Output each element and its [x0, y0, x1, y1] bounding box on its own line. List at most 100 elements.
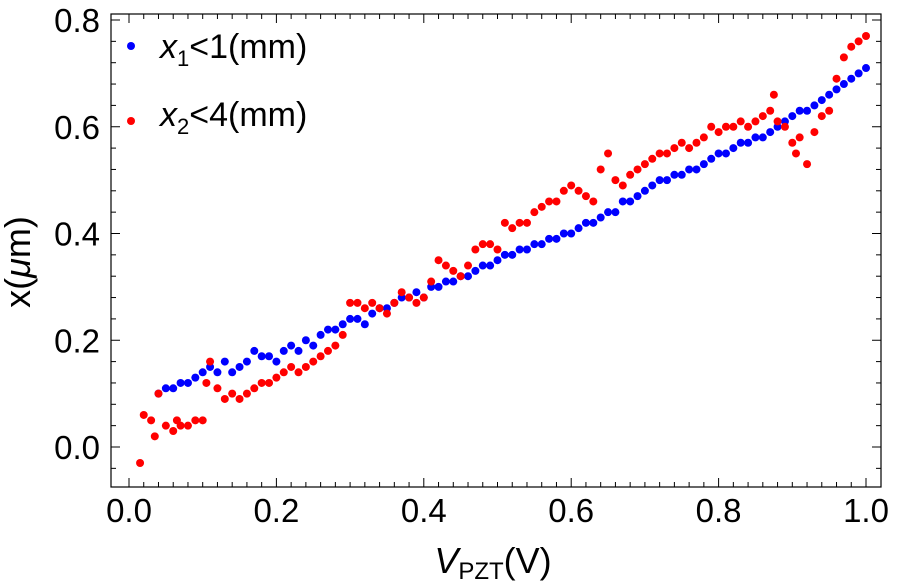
data-point-series-2 — [368, 298, 377, 307]
legend-marker-series-2 — [127, 117, 135, 125]
data-point-series-2 — [228, 389, 237, 398]
data-point-series-2 — [581, 192, 590, 201]
data-point-series-2 — [559, 186, 568, 195]
data-point-series-1 — [862, 64, 870, 73]
data-point-series-2 — [493, 245, 502, 254]
data-point-series-1 — [537, 240, 546, 249]
x-tick-label: 0.4 — [401, 492, 447, 529]
data-point-series-1 — [552, 234, 561, 243]
axis-ticks — [111, 14, 881, 487]
legend: x1<1(mm) x2<4(mm) — [127, 28, 307, 139]
data-point-series-1 — [758, 133, 767, 142]
data-point-series-1 — [368, 309, 377, 318]
data-point-series-2 — [699, 133, 708, 142]
data-point-series-2 — [567, 181, 576, 190]
data-point-series-1 — [581, 218, 590, 227]
data-point-series-1 — [839, 80, 848, 89]
data-point-series-1 — [522, 245, 531, 254]
data-point-series-2 — [537, 202, 546, 211]
data-point-series-2 — [508, 224, 517, 233]
data-point-series-2 — [316, 352, 325, 361]
data-point-series-1 — [692, 165, 701, 174]
data-point-series-1 — [721, 149, 730, 158]
data-point-series-2 — [648, 154, 657, 163]
data-point-series-1 — [176, 378, 185, 387]
data-point-series-2 — [839, 53, 848, 62]
data-point-series-2 — [817, 112, 826, 121]
data-point-series-2 — [618, 181, 627, 190]
data-point-series-1 — [803, 106, 812, 115]
data-point-series-2 — [375, 304, 384, 313]
data-point-series-2 — [721, 122, 730, 131]
data-point-series-2 — [803, 160, 812, 169]
data-point-series-1 — [464, 272, 473, 281]
y-tick-label: 0.8 — [54, 2, 100, 39]
data-point-series-2 — [257, 378, 266, 387]
data-point-series-1 — [294, 346, 303, 355]
data-point-series-2 — [574, 186, 583, 195]
y-axis-label: x(μm) — [0, 216, 38, 308]
data-point-series-2 — [478, 240, 487, 249]
data-point-series-1 — [228, 368, 237, 377]
legend-label-series-2: x2<4(mm) — [158, 96, 307, 139]
data-point-series-1 — [699, 160, 708, 169]
data-point-series-1 — [766, 128, 775, 137]
data-point-series-2 — [545, 197, 554, 206]
data-point-series-2 — [825, 106, 834, 115]
data-point-series-2 — [500, 218, 509, 227]
x-axis-label: VPZT(V) — [434, 540, 551, 585]
data-point-series-2 — [323, 346, 332, 355]
data-point-series-2 — [161, 421, 170, 430]
data-point-series-2 — [405, 293, 414, 302]
data-point-series-2 — [279, 368, 288, 377]
data-point-series-2 — [744, 122, 753, 131]
data-point-series-2 — [596, 165, 605, 174]
data-point-series-2 — [294, 368, 303, 377]
data-point-series-1 — [508, 250, 517, 259]
data-point-series-2 — [382, 309, 391, 318]
data-point-series-1 — [618, 197, 627, 206]
data-point-series-2 — [427, 277, 436, 286]
data-point-series-2 — [353, 298, 362, 307]
x-tick-label: 0.2 — [253, 492, 299, 529]
data-point-series-2 — [456, 272, 465, 281]
data-point-series-1 — [309, 341, 318, 350]
data-point-series-1 — [235, 362, 244, 371]
data-point-series-2 — [633, 165, 642, 174]
data-point-series-2 — [471, 245, 480, 254]
data-point-series-1 — [301, 336, 310, 345]
data-point-series-2 — [847, 42, 856, 51]
data-point-series-1 — [353, 314, 362, 323]
data-point-series-1 — [250, 346, 259, 355]
data-point-series-2 — [346, 298, 355, 307]
data-point-series-2 — [773, 117, 782, 126]
data-point-series-2 — [655, 149, 664, 158]
data-point-series-2 — [692, 138, 701, 147]
data-point-series-1 — [360, 320, 369, 329]
y-tick-label: 0.2 — [54, 322, 100, 359]
data-point-series-1 — [545, 234, 554, 243]
data-point-series-2 — [449, 266, 458, 275]
data-point-series-1 — [441, 277, 450, 286]
data-point-series-2 — [862, 32, 870, 41]
data-point-series-1 — [670, 170, 679, 179]
data-point-series-2 — [150, 432, 159, 441]
data-point-series-1 — [515, 245, 524, 254]
data-point-series-1 — [161, 384, 170, 393]
data-point-series-1 — [323, 325, 332, 334]
data-point-series-1 — [825, 90, 834, 99]
y-axis-label-greek: μ — [0, 258, 38, 279]
data-point-series-1 — [663, 176, 672, 185]
data-point-series-2 — [183, 421, 192, 430]
y-axis-label-main: x( — [0, 278, 38, 308]
data-point-series-2 — [309, 357, 318, 366]
data-point-series-2 — [265, 378, 274, 387]
data-point-series-2 — [677, 138, 686, 147]
data-point-series-1 — [500, 250, 509, 259]
data-point-series-1 — [604, 208, 613, 217]
data-point-series-1 — [633, 192, 642, 201]
data-point-series-2 — [788, 138, 797, 147]
data-point-series-2 — [136, 459, 145, 468]
data-point-series-1 — [530, 240, 539, 249]
